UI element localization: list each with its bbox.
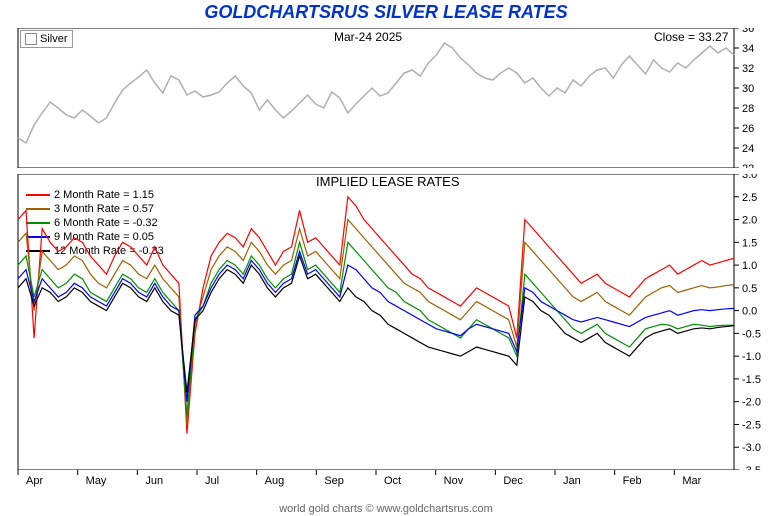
- svg-text:-2.0: -2.0: [742, 397, 761, 409]
- svg-text:-3.0: -3.0: [742, 442, 761, 454]
- svg-text:2.0: 2.0: [742, 215, 757, 227]
- svg-text:Dec: Dec: [503, 475, 523, 487]
- svg-text:3.0: 3.0: [742, 174, 757, 181]
- svg-text:30: 30: [742, 83, 754, 95]
- chart-container: GOLDCHARTSRUS SILVER LEASE RATES Silver …: [0, 0, 772, 516]
- svg-text:-1.0: -1.0: [742, 351, 761, 363]
- svg-text:26: 26: [742, 123, 754, 135]
- svg-text:Oct: Oct: [384, 475, 401, 487]
- svg-text:36: 36: [742, 28, 754, 35]
- svg-text:Mar: Mar: [682, 475, 701, 487]
- svg-text:24: 24: [742, 143, 754, 155]
- chart-title: GOLDCHARTSRUS SILVER LEASE RATES: [0, 2, 772, 23]
- svg-text:1.0: 1.0: [742, 260, 757, 272]
- svg-text:Jan: Jan: [563, 475, 581, 487]
- svg-text:Nov: Nov: [444, 475, 464, 487]
- svg-text:2.5: 2.5: [742, 192, 757, 204]
- svg-text:-0.5: -0.5: [742, 328, 761, 340]
- svg-text:28: 28: [742, 103, 754, 115]
- svg-text:Feb: Feb: [623, 475, 642, 487]
- svg-text:Jul: Jul: [205, 475, 219, 487]
- footer-text: world gold charts © www.goldchartsrus.co…: [0, 503, 772, 515]
- svg-text:32: 32: [742, 63, 754, 75]
- svg-text:22: 22: [742, 163, 754, 168]
- svg-text:May: May: [86, 475, 107, 487]
- svg-text:Apr: Apr: [26, 475, 43, 487]
- svg-text:0.5: 0.5: [742, 283, 757, 295]
- x-axis: Apr May Jun Jul Aug Sep Oct Nov Dec Jan Feb Mar: [0, 470, 772, 490]
- svg-text:Jun: Jun: [145, 475, 163, 487]
- svg-text:0.0: 0.0: [742, 306, 757, 318]
- svg-text:Aug: Aug: [265, 475, 285, 487]
- svg-text:-2.5: -2.5: [742, 419, 761, 431]
- lease-rates-chart: -3.5-3.0-2.5-2.0-1.5-1.0-0.50.00.51.01.5…: [0, 174, 772, 470]
- svg-text:Sep: Sep: [324, 475, 344, 487]
- svg-text:34: 34: [742, 43, 754, 55]
- svg-text:1.5: 1.5: [742, 237, 757, 249]
- silver-price-chart: 22 24 26 28 30 32 34 36: [0, 28, 772, 168]
- svg-text:-1.5: -1.5: [742, 374, 761, 386]
